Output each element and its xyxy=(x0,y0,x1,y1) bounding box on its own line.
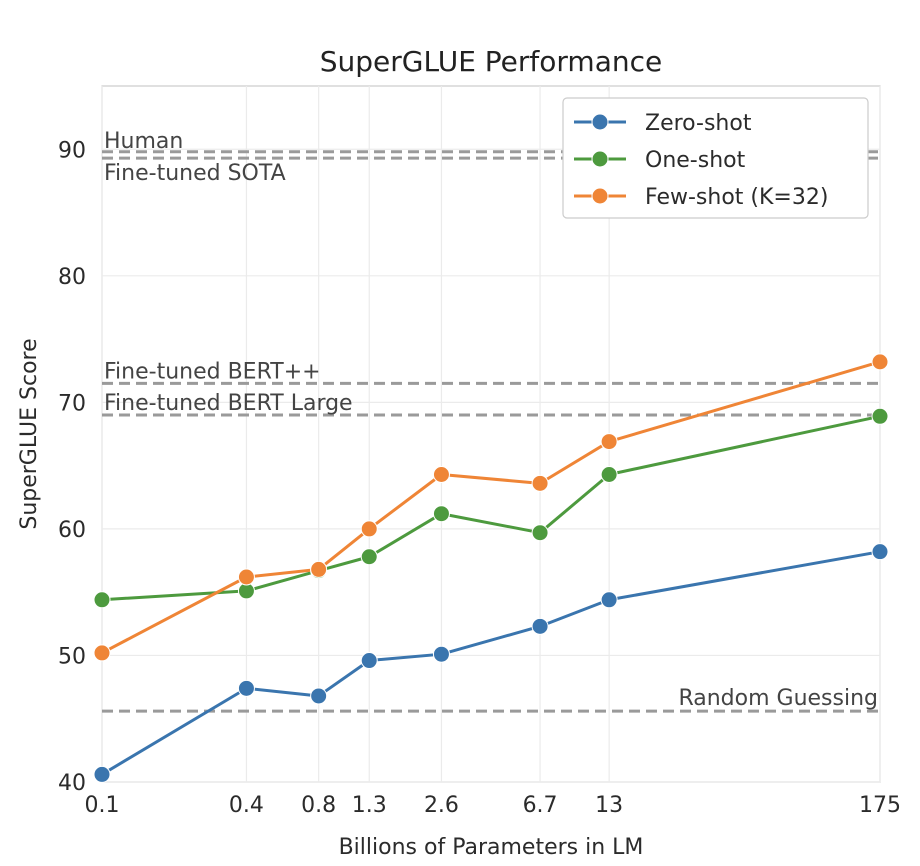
data-series xyxy=(93,353,889,783)
data-point xyxy=(310,560,328,578)
legend: Zero-shot One-shot Few-shot (K=32) xyxy=(562,97,869,219)
x-axis-label: Billions of Parameters in LM xyxy=(339,835,644,860)
legend-marker xyxy=(591,113,609,131)
data-point xyxy=(432,505,450,523)
y-axis-ticks: 40 50 60 70 80 90 xyxy=(58,138,86,796)
legend-label: One-shot xyxy=(645,148,746,173)
x-tick-label: 0.8 xyxy=(301,793,336,818)
legend-label: Zero-shot xyxy=(645,111,752,136)
y-tick-label: 60 xyxy=(58,518,86,543)
grid-lines xyxy=(101,86,881,783)
data-point xyxy=(360,652,378,670)
data-point xyxy=(531,474,549,492)
reference-line-label: Random Guessing xyxy=(678,686,878,711)
chart-title: SuperGLUE Performance xyxy=(320,45,662,78)
x-tick-label: 0.4 xyxy=(229,793,264,818)
data-point xyxy=(93,765,111,783)
y-tick-label: 70 xyxy=(58,391,86,416)
data-point xyxy=(600,465,618,483)
data-point xyxy=(310,687,328,705)
series-line xyxy=(101,414,881,602)
data-point xyxy=(531,617,549,635)
y-tick-label: 40 xyxy=(58,771,86,796)
data-point xyxy=(531,524,549,542)
data-point xyxy=(360,548,378,566)
data-point xyxy=(600,591,618,609)
reference-line-label: Human xyxy=(104,129,183,154)
data-point xyxy=(93,644,111,662)
reference-line-label: Fine-tuned BERT++ xyxy=(104,359,321,384)
series-line xyxy=(101,550,881,776)
legend-marker xyxy=(591,150,609,168)
legend-marker xyxy=(591,187,609,205)
x-tick-label: 175 xyxy=(859,793,901,818)
data-point xyxy=(432,645,450,663)
y-tick-label: 80 xyxy=(58,265,86,290)
x-tick-label: 13 xyxy=(595,793,623,818)
y-tick-label: 90 xyxy=(58,138,86,163)
reference-line-label: Fine-tuned SOTA xyxy=(104,161,286,186)
x-tick-label: 6.7 xyxy=(523,793,558,818)
legend-box xyxy=(562,97,869,219)
legend-label: Few-shot (K=32) xyxy=(645,185,828,210)
data-point xyxy=(237,568,255,586)
series-line xyxy=(101,360,881,655)
y-axis-label: SuperGLUE Score xyxy=(17,338,42,529)
data-point xyxy=(237,679,255,697)
x-axis-ticks: 0.1 0.4 0.8 1.3 2.6 6.7 13 175 xyxy=(85,793,902,818)
reference-line-label: Fine-tuned BERT Large xyxy=(104,391,353,416)
y-tick-label: 50 xyxy=(58,644,86,669)
reference-lines: Human Fine-tuned SOTA Fine-tuned BERT++ Fin… xyxy=(102,129,880,713)
data-point xyxy=(871,407,889,425)
data-point xyxy=(432,465,450,483)
data-point xyxy=(600,433,618,451)
data-point xyxy=(93,591,111,609)
x-tick-label: 1.3 xyxy=(352,793,387,818)
data-point xyxy=(871,543,889,561)
x-tick-label: 2.6 xyxy=(424,793,459,818)
data-point xyxy=(360,520,378,538)
data-point xyxy=(871,353,889,371)
x-tick-label: 0.1 xyxy=(85,793,120,818)
